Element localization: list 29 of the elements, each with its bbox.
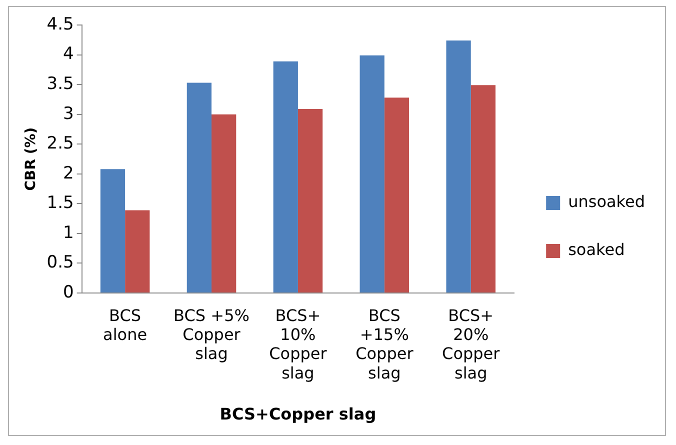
bar <box>298 108 323 292</box>
x-axis-title: BCS+Copper slag <box>220 404 376 424</box>
bar <box>212 114 236 292</box>
bar <box>100 169 126 292</box>
y-tick-label: 0.5 <box>46 252 74 273</box>
bar <box>384 98 410 292</box>
y-tick-label: 3.5 <box>46 74 74 94</box>
x-tick-label: BCS +5% Copper slag <box>174 306 250 364</box>
x-tick-label: BCS+ 10% Copper slag <box>269 306 328 382</box>
bar <box>273 61 298 292</box>
x-tick-label: BCS alone <box>103 306 148 344</box>
bar <box>446 40 471 292</box>
bar <box>186 82 212 292</box>
bar <box>125 210 150 292</box>
y-tick-label: 4.5 <box>46 14 74 34</box>
y-tick-label: 4 <box>63 44 74 64</box>
y-tick-label: 1.5 <box>46 193 74 214</box>
x-tick-label: BCS+ 20% Copper slag <box>442 306 500 382</box>
bar <box>360 55 384 292</box>
legend-label: unsoaked <box>568 192 645 212</box>
bar <box>470 85 496 292</box>
y-tick-label: 2 <box>63 163 74 184</box>
y-axis-title: CBR (%) <box>23 127 40 191</box>
y-tick-label: 2.5 <box>46 134 74 154</box>
legend-label: soaked <box>568 240 625 260</box>
y-tick-label: 0 <box>63 282 74 302</box>
y-tick-label: 3 <box>63 104 74 124</box>
x-tick-label: BCS +15% Copper slag <box>356 306 414 382</box>
y-tick-label: 1 <box>63 222 74 243</box>
